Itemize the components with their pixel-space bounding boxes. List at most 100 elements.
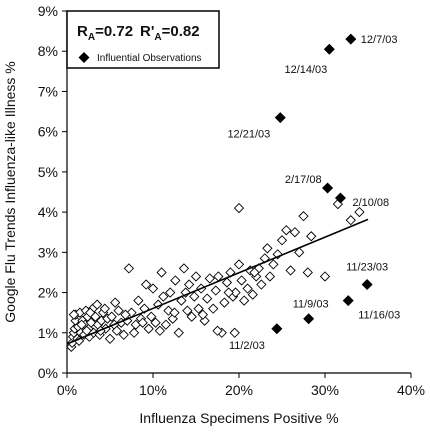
- open-diamond-point: [118, 329, 129, 340]
- open-diamond-point: [236, 275, 247, 286]
- open-diamond-point: [239, 295, 250, 306]
- open-diamond-point: [147, 283, 159, 294]
- open-diamond-point: [298, 210, 309, 222]
- open-diamond-point: [156, 267, 167, 278]
- y-axis-label: Google Flu Trends Influenza-like Illness…: [2, 61, 18, 322]
- open-diamond-point: [289, 227, 301, 238]
- x-tick-label: 20%: [225, 382, 253, 398]
- open-diamond-point: [242, 283, 253, 294]
- open-diamond-point: [249, 267, 260, 278]
- influential-point: [322, 182, 334, 194]
- open-diamond-point: [199, 315, 210, 326]
- r-a-symbol: R: [77, 23, 88, 40]
- stats-legend-box: RA=0.72 R'A=0.82 Influential Observation…: [66, 10, 220, 69]
- open-diamond-point: [91, 299, 103, 310]
- regular-observations: [66, 198, 365, 352]
- open-diamond-point: [99, 303, 110, 314]
- trendline: [66, 218, 369, 345]
- open-diamond-point: [247, 289, 258, 300]
- y-tick-label: 6%: [38, 124, 58, 140]
- influential-point: [323, 43, 335, 55]
- open-diamond-point: [140, 279, 152, 290]
- open-diamond-point: [154, 325, 166, 336]
- influential-point-label: 11/9/03: [293, 299, 329, 311]
- x-axis-label: Influenza Specimens Positive %: [139, 410, 338, 426]
- open-diamond-point: [76, 319, 87, 330]
- open-diamond-point: [178, 263, 190, 274]
- legend-entry-label: Influential Observations: [97, 53, 202, 64]
- x-tick-label: 40%: [397, 382, 425, 398]
- influential-point: [342, 295, 354, 307]
- open-diamond-point: [219, 297, 230, 308]
- open-diamond-point: [110, 297, 121, 308]
- influential-point-label: 11/2/03: [229, 340, 265, 352]
- r-prime-a-stat: R'A=0.82: [140, 23, 200, 43]
- open-diamond-point: [229, 327, 240, 338]
- influential-point: [303, 313, 315, 325]
- open-diamond-point: [302, 267, 313, 278]
- open-diamond-point: [262, 243, 273, 254]
- influential-point: [361, 279, 373, 291]
- open-diamond-point: [160, 319, 172, 330]
- open-diamond-point: [122, 315, 133, 326]
- open-diamond-point: [85, 307, 96, 318]
- y-tick-label: 3%: [38, 244, 58, 260]
- open-diamond-point: [111, 325, 123, 336]
- r-a-stat: RA=0.72: [77, 23, 133, 43]
- open-diamond-point: [354, 206, 365, 218]
- legend-filled-diamond-marker: [78, 52, 90, 63]
- open-diamond-point: [202, 293, 213, 304]
- influential-point-label: 11/23/03: [346, 262, 388, 274]
- legend-frame: [66, 10, 220, 69]
- open-diamond-point: [285, 265, 296, 276]
- open-diamond-point: [169, 307, 180, 318]
- y-tick-label: 8%: [38, 43, 58, 59]
- open-diamond-point: [186, 311, 197, 322]
- open-diamond-point: [223, 287, 234, 298]
- influential-point-label: 12/14/03: [284, 64, 327, 76]
- r-prime-a-value: =0.82: [162, 23, 200, 40]
- open-diamond-point: [294, 247, 305, 258]
- open-diamond-point: [319, 271, 331, 282]
- x-tick-label: 30%: [311, 382, 339, 398]
- open-diamond-point: [190, 271, 202, 282]
- open-diamond-point: [233, 202, 245, 214]
- open-diamond-point: [221, 277, 233, 288]
- open-diamond-point: [233, 259, 245, 270]
- y-tick-label: 0%: [38, 365, 58, 381]
- open-diamond-point: [158, 291, 169, 302]
- open-diamond-point: [212, 325, 223, 336]
- open-diamond-point: [189, 291, 200, 302]
- influential-point-label: 2/10/08: [352, 197, 389, 209]
- open-diamond-point: [182, 305, 193, 316]
- open-diamond-point: [193, 303, 204, 314]
- r-prime-a-symbol: R': [140, 23, 154, 40]
- open-diamond-point: [165, 287, 176, 298]
- influential-observations: [271, 33, 373, 335]
- open-diamond-point: [204, 273, 215, 284]
- x-tick-label: 0%: [57, 382, 77, 398]
- open-diamond-point: [104, 333, 116, 344]
- influential-point-label: 2/17/08: [285, 174, 322, 186]
- open-diamond-point: [210, 285, 221, 296]
- open-diamond-point: [106, 311, 117, 322]
- y-tick-label: 2%: [38, 285, 58, 301]
- influential-point: [334, 192, 346, 204]
- y-tick-label: 7%: [38, 83, 58, 99]
- open-diamond-point: [113, 305, 124, 316]
- open-diamond-point: [197, 309, 209, 320]
- r-a-value: =0.72: [95, 23, 133, 40]
- influential-point: [345, 33, 357, 45]
- open-diamond-point: [150, 317, 161, 328]
- open-diamond-point: [256, 279, 267, 290]
- open-diamond-point: [264, 271, 276, 282]
- axes: 0% 1% 2% 3% 4% 5% 6% 7% 8% 9% 0% 10% 20% 30% 40% Influe…: [2, 3, 425, 426]
- open-diamond-point: [163, 305, 174, 316]
- open-diamond-point: [230, 287, 241, 298]
- open-diamond-point: [68, 309, 80, 320]
- open-diamond-point: [276, 235, 288, 246]
- y-tick-label: 1%: [38, 325, 58, 341]
- open-diamond-point: [133, 295, 144, 306]
